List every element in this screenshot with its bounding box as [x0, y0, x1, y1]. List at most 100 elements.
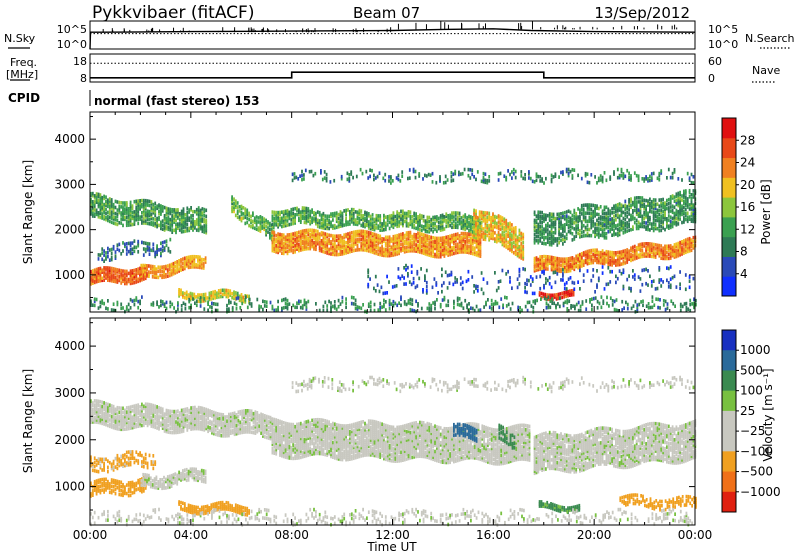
scatter-cell	[150, 220, 153, 225]
scatter-cell	[605, 254, 608, 258]
scatter-cell	[180, 215, 183, 220]
scatter-cell	[633, 256, 636, 261]
scatter-cell	[345, 232, 347, 237]
scatter-cell	[669, 221, 672, 226]
scatter-cell	[362, 231, 364, 236]
scatter-cell	[131, 214, 134, 219]
scatter-cell	[165, 206, 168, 211]
scatter-cell	[432, 242, 434, 246]
scatter-cell	[125, 205, 128, 209]
scatter-cell	[140, 273, 143, 278]
scatter-cell	[326, 214, 329, 219]
scatter-cell	[271, 210, 274, 214]
scatter-cell	[582, 263, 585, 267]
scatter-cell	[539, 218, 542, 223]
scatter-cell	[349, 214, 351, 218]
scatter-cell	[667, 208, 670, 212]
scatter-cell	[341, 250, 344, 254]
scatter-cell	[139, 205, 141, 209]
scatter-cell	[499, 223, 502, 227]
scatter-cell	[546, 222, 549, 226]
scatter-cell	[367, 243, 370, 247]
scatter-cell	[377, 236, 380, 240]
scatter-cell	[114, 267, 117, 272]
scatter-cell	[97, 277, 100, 281]
scatter-cell	[341, 215, 344, 220]
scatter-cell	[135, 217, 138, 222]
scatter-cell	[560, 226, 562, 230]
scatter-cell	[477, 251, 480, 256]
scatter-cell	[169, 219, 172, 224]
scatter-cell	[91, 214, 94, 218]
scatter-cell	[108, 258, 111, 262]
scatter-cell	[424, 237, 427, 242]
scatter-cell	[509, 172, 511, 177]
scatter-cell	[571, 213, 574, 218]
scatter-cell	[281, 210, 283, 214]
scatter-cell	[669, 256, 672, 260]
scatter-cell	[563, 210, 566, 215]
scatter-cell	[488, 217, 491, 222]
scatter-cell	[299, 244, 302, 248]
scatter-cell	[190, 222, 192, 226]
scatter-cell	[647, 201, 649, 205]
scatter-cell	[611, 225, 613, 229]
scatter-cell	[112, 209, 115, 213]
scatter-cell	[490, 228, 492, 232]
scatter-cell	[160, 226, 162, 231]
scatter-cell	[367, 284, 370, 289]
scatter-cell	[494, 218, 496, 223]
scatter-cell	[675, 202, 678, 207]
scatter-cell	[155, 271, 158, 275]
scatter-cell	[462, 239, 465, 244]
scatter-cell	[567, 219, 570, 224]
scatter-cell	[303, 245, 306, 249]
scatter-cell	[641, 244, 644, 248]
scatter-cell	[110, 272, 113, 277]
scatter-cell	[195, 207, 198, 212]
scatter-cell	[451, 250, 453, 254]
scatter-cell	[582, 223, 585, 228]
scatter-cell	[286, 219, 289, 223]
scatter-cell	[607, 229, 610, 234]
scatter-cell	[571, 225, 574, 230]
scatter-cell	[443, 246, 446, 250]
scatter-cell	[624, 255, 627, 259]
scatter-cell	[543, 219, 545, 223]
scatter-cell	[548, 224, 551, 228]
scatter-cell	[422, 214, 425, 219]
scatter-cell	[194, 222, 196, 226]
scatter-cell	[533, 267, 536, 271]
scatter-cell	[112, 269, 115, 273]
scatter-cell	[99, 253, 102, 257]
scatter-cell	[263, 223, 266, 227]
scatter-cell	[497, 234, 500, 239]
scatter-cell	[144, 205, 147, 209]
scatter-cell	[514, 248, 517, 252]
scatter-cell	[618, 228, 621, 233]
scatter-cell	[299, 220, 302, 224]
scatter-cell	[569, 218, 572, 223]
scatter-cell	[212, 294, 215, 299]
scatter-cell	[303, 216, 306, 221]
scatter-cell	[405, 231, 408, 235]
scatter-cell	[482, 212, 485, 217]
scatter-cell	[326, 218, 329, 223]
scatter-cell	[624, 217, 627, 222]
scatter-cell	[571, 217, 574, 222]
scatter-cell	[369, 235, 372, 239]
scatter-cell	[632, 215, 634, 219]
scatter-cell	[635, 204, 638, 208]
scatter-cell	[165, 272, 167, 277]
scatter-cell	[609, 177, 612, 181]
scatter-cell	[407, 272, 409, 276]
scatter-cell	[171, 218, 174, 222]
scatter-cell	[392, 215, 395, 219]
scatter-cell	[539, 214, 542, 219]
scatter-cell	[282, 224, 285, 228]
scatter-cell	[511, 245, 513, 250]
scatter-cell	[541, 235, 543, 239]
scatter-cell	[122, 213, 124, 217]
scatter-cell	[464, 219, 467, 223]
scatter-cell	[415, 247, 417, 251]
